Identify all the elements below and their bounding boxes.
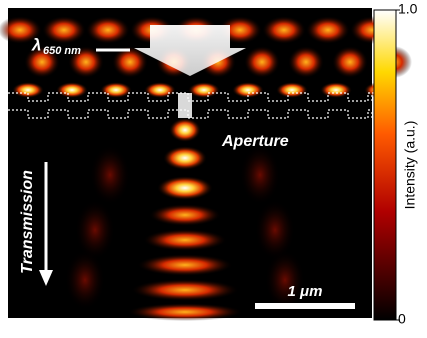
field-lobe: [276, 82, 308, 98]
beam-lobe: [169, 118, 201, 142]
colorbar-label: Intensity (a.u.): [402, 121, 418, 210]
field-lobe: [100, 82, 132, 98]
beam-lobe: [143, 229, 227, 251]
beam-lobe: [149, 204, 221, 226]
beam-lobe: [163, 146, 207, 170]
field-lobe: [262, 16, 306, 44]
field-lobe: [320, 82, 352, 98]
transmission-label: Transmission: [19, 170, 36, 274]
field-lobe: [244, 46, 280, 78]
figure: λ 650 nm Aperture Transmission 1 μm Inte…: [0, 0, 427, 333]
scale-bar-label: 1 μm: [288, 283, 323, 300]
side-lobe: [90, 145, 130, 205]
field-lobe: [188, 82, 220, 98]
field-lobe: [42, 16, 86, 44]
wavelength-value: 650 nm: [43, 45, 81, 57]
field-lobe: [56, 82, 88, 98]
field-lobe: [332, 46, 368, 78]
colorbar-tick-label: 0: [398, 311, 406, 327]
field-lobe: [288, 46, 324, 78]
colorbar-tick-label: 1.0: [398, 1, 418, 17]
colorbar: [374, 10, 396, 320]
field-lobe: [12, 82, 44, 98]
beam-lobe: [131, 279, 239, 301]
wavelength-symbol: λ: [31, 35, 41, 54]
beam-lobe: [137, 254, 233, 276]
field-lobe: [306, 16, 350, 44]
field-lobe: [144, 82, 176, 98]
beam-lobe: [157, 176, 213, 200]
aperture-slit: [178, 93, 192, 118]
side-lobe: [65, 250, 105, 310]
side-lobe: [240, 145, 280, 205]
beam-lobe: [127, 303, 243, 321]
side-lobe: [265, 250, 305, 310]
aperture-label: Aperture: [221, 133, 289, 150]
field-lobe: [86, 16, 130, 44]
scale-bar: [255, 303, 355, 309]
